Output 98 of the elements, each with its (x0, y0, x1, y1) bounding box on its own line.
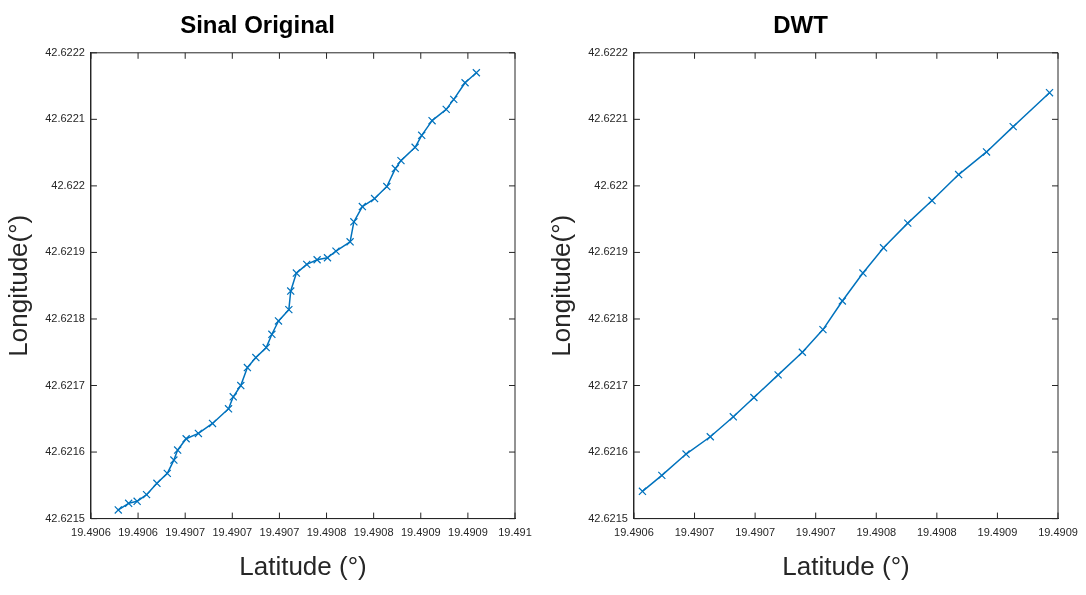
point (182, 434, 191, 443)
x-tick-label: 19.4908 (306, 526, 347, 539)
point (267, 330, 277, 339)
point (370, 194, 379, 203)
x-tick-label: 19.4908 (856, 526, 897, 539)
point (208, 419, 217, 428)
point (312, 255, 322, 264)
y-tick-label: 42.6216 (45, 445, 85, 458)
point (142, 490, 151, 499)
x-tick-label: 19.4907 (212, 526, 253, 539)
point (331, 246, 341, 256)
point (302, 260, 311, 269)
point (396, 156, 406, 165)
x-tick-label: 19.4909 (977, 526, 1018, 539)
y-tick-label: 42.6218 (588, 312, 628, 324)
point (114, 505, 123, 515)
y-tick-label: 42.6217 (588, 378, 628, 391)
x-tick-label: 19.4907 (735, 526, 775, 539)
y-tick-label: 42.6221 (588, 112, 628, 125)
y-tick-label: 42.622 (594, 178, 628, 191)
point (382, 182, 391, 191)
chart-title: Sinal Original (180, 11, 335, 39)
x-tick-label: 19.4908 (916, 526, 957, 539)
point (927, 196, 937, 205)
point (427, 116, 437, 125)
point (818, 325, 828, 334)
point (224, 404, 233, 413)
point (729, 412, 738, 421)
x-axis-title: Latitude (°) (782, 550, 910, 581)
point (169, 455, 179, 465)
point (391, 164, 400, 173)
point (706, 432, 715, 441)
point (274, 316, 283, 326)
point (243, 363, 252, 372)
y-tick-label: 42.6219 (588, 245, 628, 258)
point (349, 217, 358, 226)
point (954, 170, 963, 179)
point (286, 286, 295, 296)
y-axis-title: Longitude(°) (545, 214, 576, 357)
point (903, 219, 912, 228)
point (133, 497, 142, 506)
y-tick-label: 42.6222 (45, 45, 85, 58)
y-tick-label: 42.6217 (45, 378, 85, 391)
y-tick-label: 42.6215 (45, 511, 85, 524)
y-tick-label: 42.6216 (588, 445, 628, 458)
point (284, 305, 293, 314)
x-tick-label: 19.4907 (674, 526, 715, 539)
point (638, 487, 647, 496)
x-tick-label: 19.4908 (353, 526, 394, 539)
point (858, 268, 868, 278)
point (449, 95, 458, 104)
point (838, 296, 847, 306)
point (236, 381, 245, 390)
x-tick-label: 19.4909 (448, 526, 488, 539)
x-tick-label: 19.4906 (71, 526, 111, 539)
x-tick-label: 19.4907 (259, 526, 300, 539)
point (323, 253, 332, 262)
point (460, 78, 470, 87)
y-tick-label: 42.6222 (588, 45, 628, 58)
x-tick-label: 19.4907 (165, 526, 206, 539)
point (472, 68, 481, 77)
point (173, 445, 182, 455)
point (345, 237, 355, 246)
point (262, 343, 271, 352)
point (749, 393, 759, 402)
point (681, 449, 691, 459)
point (879, 243, 888, 252)
x-tick-label: 19.4909 (1038, 526, 1078, 539)
chart-title: DWT (773, 11, 829, 39)
point (774, 370, 783, 379)
point (358, 202, 367, 211)
point (229, 392, 238, 401)
point (194, 429, 203, 438)
point (657, 471, 666, 480)
y-tick-label: 42.622 (51, 178, 85, 191)
point (417, 131, 426, 140)
x-tick-label: 19.4909 (400, 526, 441, 539)
point (152, 479, 162, 488)
point (982, 147, 991, 157)
x-axis-title: Latitude (°) (239, 550, 367, 581)
point (1009, 122, 1018, 131)
point (1045, 88, 1054, 97)
point (798, 348, 807, 357)
x-tick-label: 19.4907 (795, 526, 836, 539)
y-tick-label: 42.6219 (45, 245, 85, 258)
point (124, 499, 133, 508)
x-tick-label: 19.491 (498, 526, 532, 539)
x-tick-label: 19.4906 (118, 526, 158, 539)
y-tick-label: 42.6218 (45, 312, 85, 324)
x-tick-label: 19.4906 (614, 526, 654, 539)
point (163, 469, 172, 478)
point (292, 268, 301, 278)
y-axis-title: Longitude(°) (2, 214, 33, 357)
point (251, 353, 260, 362)
y-tick-label: 42.6221 (45, 112, 85, 125)
y-tick-label: 42.6215 (588, 511, 628, 524)
point (442, 105, 451, 114)
point (410, 143, 420, 152)
